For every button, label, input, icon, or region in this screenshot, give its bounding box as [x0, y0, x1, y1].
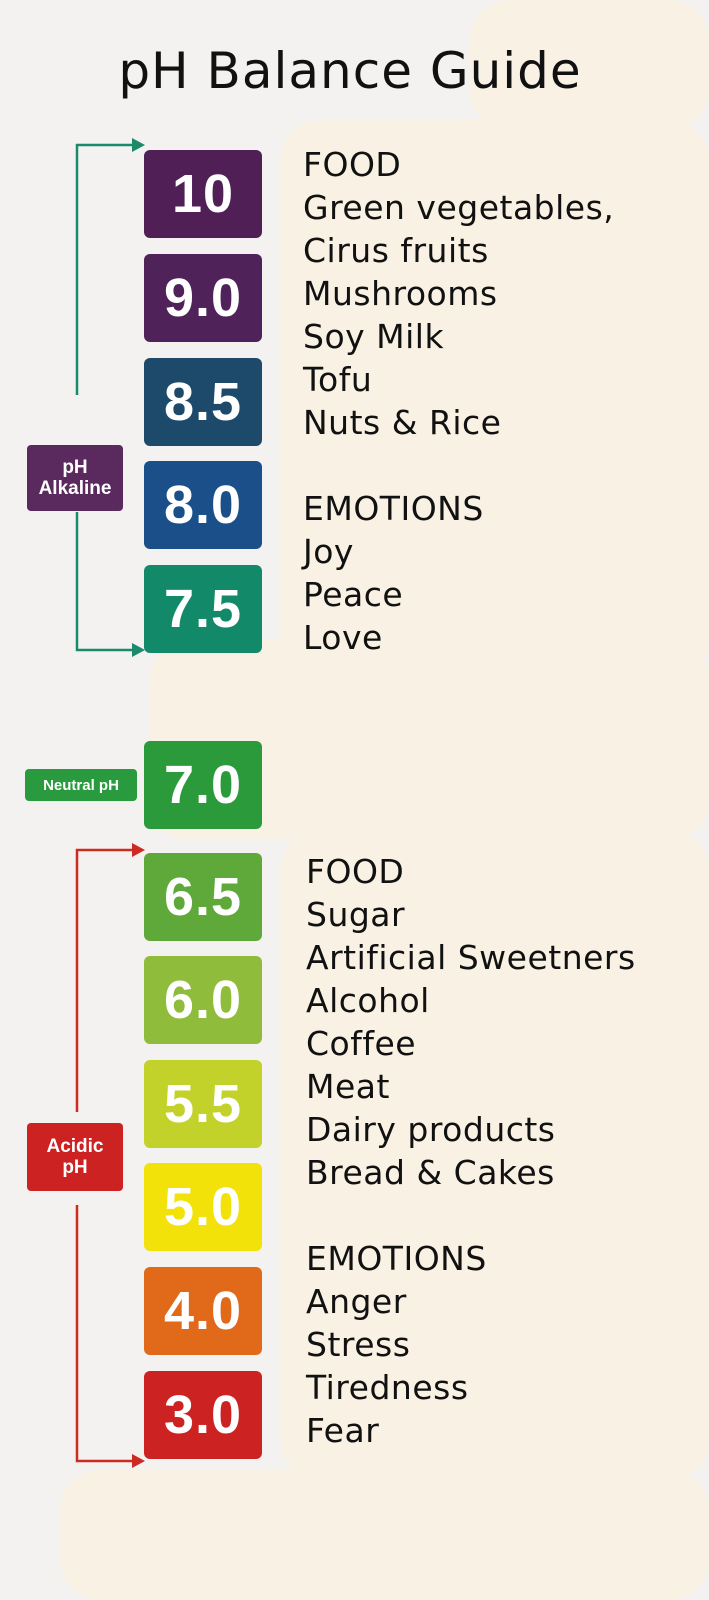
food-item: Meat [306, 1067, 390, 1106]
acidic-tag: Acidic pH [27, 1123, 123, 1191]
background-blob [470, 0, 709, 130]
page-title: pH Balance Guide [118, 42, 582, 100]
food-item: Tofu [303, 360, 373, 399]
neutral-tag-label: Neutral pH [43, 776, 119, 794]
emotion-item: Joy [303, 532, 354, 571]
background-blob [60, 1470, 709, 1600]
emotions-heading: EMOTIONS [306, 1239, 487, 1278]
acidic-tag-line1: Acidic [46, 1136, 104, 1157]
food-heading: FOOD [303, 145, 402, 184]
background-blob [280, 830, 709, 1480]
food-item: Soy Milk [303, 317, 445, 356]
food-heading: FOOD [306, 852, 405, 891]
alkaline-tag-line1: pH [62, 457, 88, 478]
ph-level-box-neutral: 7.0 [144, 741, 262, 829]
food-item: Mushrooms [303, 274, 498, 313]
emotion-item: Fear [306, 1411, 380, 1450]
food-item: Bread & Cakes [306, 1153, 555, 1192]
ph-level-box: 7.5 [144, 565, 262, 653]
food-item: Artificial Sweetners [306, 938, 636, 977]
spacer [303, 444, 614, 487]
neutral-tag: Neutral pH [25, 769, 137, 801]
food-item: Alcohol [306, 981, 430, 1020]
emotion-item: Tiredness [306, 1368, 469, 1407]
ph-level-box: 5.0 [144, 1163, 262, 1251]
emotion-item: Stress [306, 1325, 411, 1364]
ph-level-box: 6.0 [144, 956, 262, 1044]
acidic-tag-line2: pH [62, 1157, 88, 1178]
emotion-item: Love [303, 618, 383, 657]
alkaline-text: FOOD Green vegetables, Cirus fruits Mush… [303, 143, 614, 659]
food-item: Nuts & Rice [303, 403, 502, 442]
alkaline-tag-line2: Alkaline [38, 478, 112, 499]
ph-level-box: 8.5 [144, 358, 262, 446]
background-blob [280, 120, 709, 680]
emotions-heading: EMOTIONS [303, 489, 484, 528]
ph-level-box: 5.5 [144, 1060, 262, 1148]
acidic-text: FOOD Sugar Artificial Sweetners Alcohol … [306, 850, 636, 1452]
emotion-item: Peace [303, 575, 404, 614]
food-item: Cirus fruits [303, 231, 489, 270]
alkaline-tag: pH Alkaline [27, 445, 123, 511]
ph-level-box: 4.0 [144, 1267, 262, 1355]
ph-level-box: 6.5 [144, 853, 262, 941]
food-item: Green vegetables, [303, 188, 615, 227]
alkaline-range-arrow [75, 138, 145, 657]
spacer [306, 1194, 636, 1237]
emotion-item: Anger [306, 1282, 407, 1321]
food-item: Coffee [306, 1024, 417, 1063]
acidic-range-arrow [75, 843, 145, 1468]
food-item: Sugar [306, 895, 406, 934]
ph-level-box: 8.0 [144, 461, 262, 549]
food-item: Dairy products [306, 1110, 556, 1149]
ph-level-box: 10 [144, 150, 262, 238]
ph-level-box: 3.0 [144, 1371, 262, 1459]
ph-level-box: 9.0 [144, 254, 262, 342]
